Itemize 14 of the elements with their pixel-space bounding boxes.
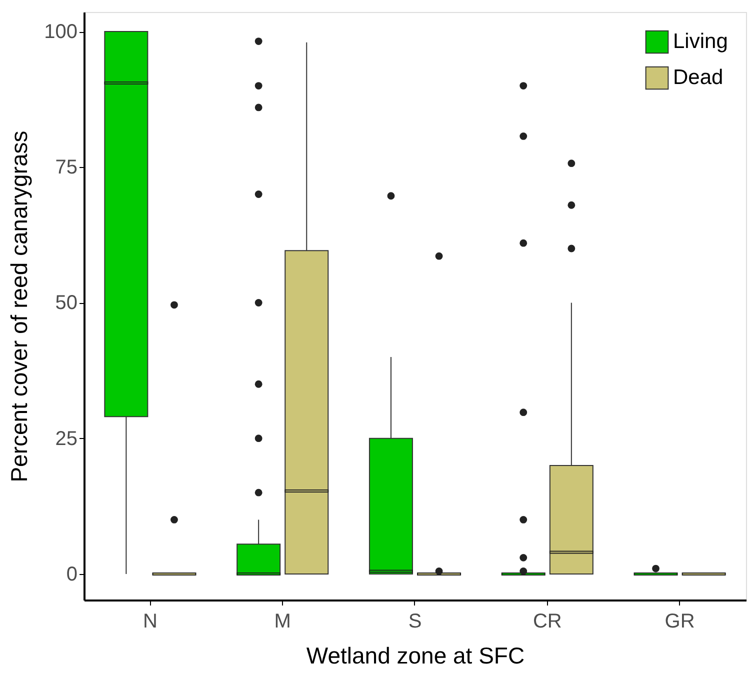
y-tick-label: 100 — [44, 21, 78, 44]
y-axis-title: Percent cover of reed canarygrass — [6, 130, 32, 482]
x-tick-label: GR — [664, 610, 695, 632]
y-tick-label: 25 — [55, 428, 78, 450]
x-tick-label: N — [142, 610, 158, 632]
legend-label: Dead — [673, 66, 724, 89]
legend-label: Living — [673, 30, 728, 53]
x-tick-label: CR — [532, 610, 562, 632]
x-tick-label: M — [274, 610, 291, 632]
y-tick-label: 0 — [66, 563, 78, 586]
y-tick-label: 50 — [55, 292, 78, 314]
x-tick-label: S — [408, 610, 422, 632]
y-tick-label: 75 — [55, 156, 78, 179]
x-axis-title: Wetland zone at SFC — [306, 642, 525, 668]
